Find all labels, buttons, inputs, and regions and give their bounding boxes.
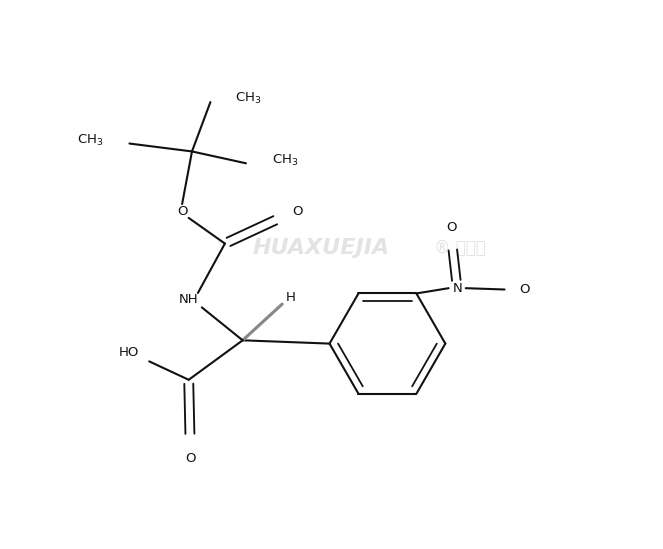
- Text: ® 化学加: ® 化学加: [434, 239, 485, 257]
- Text: H: H: [286, 291, 296, 304]
- Text: HUAXUEJIA: HUAXUEJIA: [253, 238, 390, 258]
- Text: O: O: [292, 205, 303, 219]
- Text: NH: NH: [179, 293, 198, 306]
- Text: O: O: [177, 205, 188, 219]
- Text: CH$_3$: CH$_3$: [77, 133, 103, 148]
- Text: O: O: [185, 452, 196, 465]
- Text: N: N: [452, 282, 462, 295]
- Text: CH$_3$: CH$_3$: [235, 91, 262, 107]
- Text: CH$_3$: CH$_3$: [272, 153, 299, 167]
- Text: O: O: [519, 283, 530, 296]
- Text: HO: HO: [119, 346, 139, 359]
- Text: O: O: [447, 221, 457, 234]
